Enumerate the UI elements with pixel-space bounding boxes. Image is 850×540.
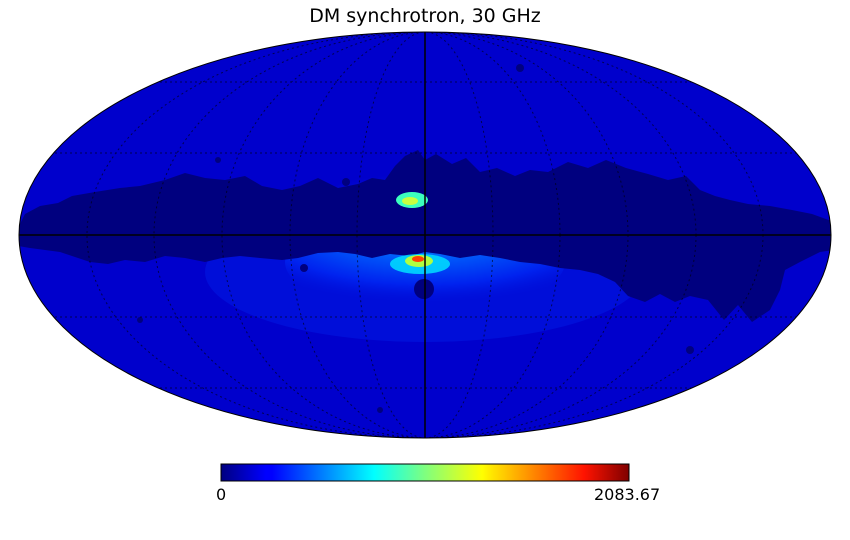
masked-source [686, 346, 694, 354]
masked-source [215, 157, 221, 163]
masked-source [137, 317, 143, 323]
masked-source [414, 279, 434, 299]
masked-source [577, 195, 583, 201]
masked-source [452, 179, 458, 185]
map-title: DM synchrotron, 30 GHz [309, 5, 541, 27]
colorbar-min-label: 0 [216, 485, 227, 504]
masked-source [377, 407, 383, 413]
galactic-plane-mask [19, 150, 831, 322]
colorbar [220, 463, 630, 482]
masked-source [516, 64, 524, 72]
north-bright-spot-core [402, 197, 418, 205]
masked-source [342, 178, 350, 186]
galactic-center-hot-core [412, 256, 424, 262]
colorbar-max-label: 2083.67 [594, 485, 661, 504]
map-boundary [18, 31, 832, 439]
masked-source [300, 264, 308, 272]
